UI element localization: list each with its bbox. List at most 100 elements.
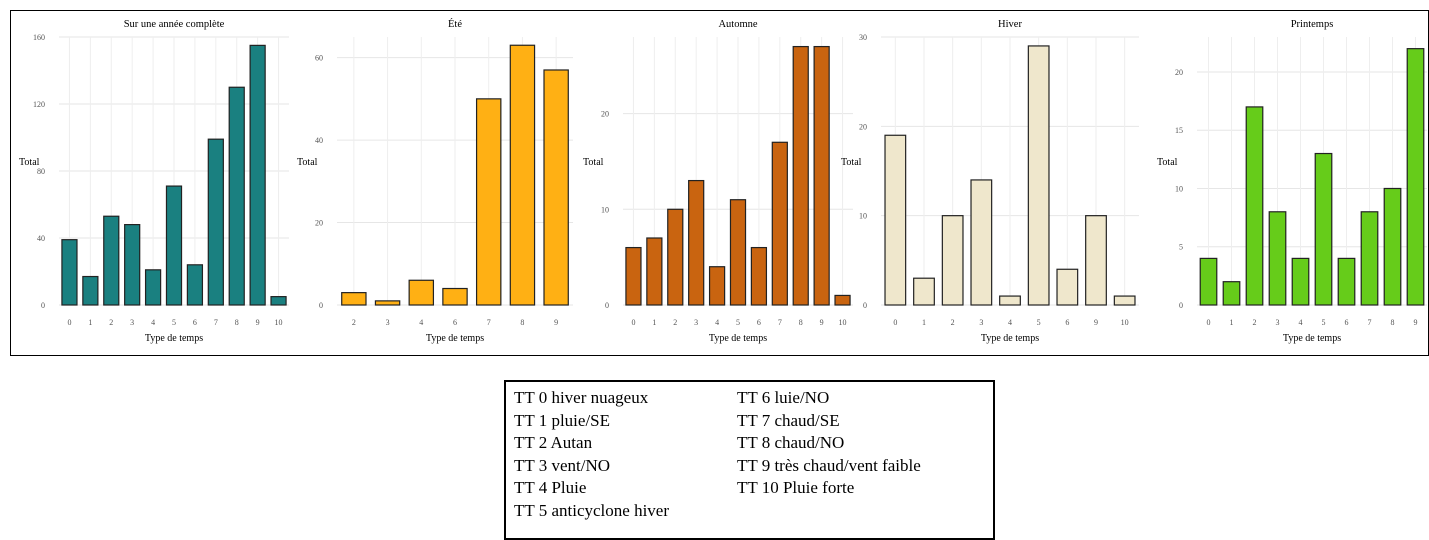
- bar-0-0: [61, 239, 78, 306]
- bar-1-3: [442, 287, 468, 306]
- legend-line-left-1: TT 1 pluie/SE: [514, 410, 611, 430]
- x-tick-label-0-6: 6: [193, 318, 197, 327]
- x-tick-label-3-5: 5: [1037, 318, 1041, 327]
- x-tick-label-0-1: 1: [88, 318, 92, 327]
- bar-0-3: [124, 224, 141, 306]
- x-tick-label-2-3: 3: [694, 318, 698, 327]
- x-axis-label-0: Type de temps: [145, 333, 203, 344]
- x-tick-label-1-5: 8: [520, 318, 524, 327]
- x-tick-label-4-8: 8: [1391, 318, 1395, 327]
- bar-2-3: [688, 179, 705, 306]
- y-tick-label-1-2: 40: [315, 136, 323, 145]
- bar-1-2: [408, 279, 435, 306]
- y-axis-label-3: Total: [841, 157, 862, 168]
- bar-2-2: [667, 208, 684, 306]
- legend-column-left: TT 0 hiver nuageux TT 1 pluie/SE TT 2 Auta…: [514, 387, 669, 522]
- x-tick-label-2-9: 9: [820, 318, 824, 327]
- bar-4-2: [1245, 106, 1264, 306]
- x-tick-label-0-4: 4: [151, 318, 155, 327]
- bar-1-1: [374, 300, 401, 306]
- chart-1: 0 20 40 60 2 3 4 6 7 8 9 Été Type de temps Total: [297, 18, 573, 344]
- y-tick-label-3-3: 30: [859, 33, 867, 42]
- chart-0: 0 40 80 120 160 0 1 2 3 4 5 6 7 8 9 10 Sur une année com…: [19, 19, 289, 344]
- x-axis-label-1: Type de temps: [426, 333, 484, 344]
- bar-3-3: [970, 179, 993, 306]
- x-tick-label-0-5: 5: [172, 318, 176, 327]
- bar-0-8: [228, 86, 245, 306]
- bar-3-5: [1027, 45, 1050, 306]
- bar-4-5: [1314, 152, 1333, 306]
- x-tick-label-1-2: 4: [419, 318, 423, 327]
- legend-line-left-3: TT 3 vent/NO: [514, 455, 611, 475]
- chart-3: 0 10 20 30 0 1 2 3 4 5 6 9 10 Hiver Type de temps Total: [841, 19, 1139, 344]
- x-tick-label-1-6: 9: [554, 318, 558, 327]
- x-tick-label-3-1: 1: [922, 318, 926, 327]
- x-tick-label-3-6: 6: [1065, 318, 1069, 327]
- y-tick-label-2-2: 20: [601, 110, 609, 119]
- bar-0-4: [144, 269, 162, 306]
- y-tick-label-0-1: 40: [37, 234, 45, 243]
- x-tick-label-2-7: 7: [778, 318, 782, 327]
- bar-2-6: [750, 246, 768, 306]
- x-tick-label-2-6: 6: [757, 318, 761, 327]
- chart-title-4: Printemps: [1291, 19, 1334, 30]
- x-axis-label-3: Type de temps: [981, 333, 1039, 344]
- bar-0-10: [270, 296, 287, 306]
- chart-title-0: Sur une année complète: [124, 19, 225, 30]
- bar-3-0: [884, 134, 907, 306]
- bar-4-9: [1406, 48, 1425, 306]
- legend-line-right-1: TT 7 chaud/SE: [737, 410, 840, 430]
- bar-4-4: [1291, 257, 1310, 306]
- bar-3-8: [1113, 295, 1136, 306]
- legend-line-left-5: TT 5 anticyclone hiver: [514, 500, 669, 520]
- y-tick-label-0-4: 160: [33, 33, 45, 42]
- x-tick-label-2-2: 2: [673, 318, 677, 327]
- bar-4-6: [1337, 257, 1356, 306]
- bar-4-8: [1383, 187, 1402, 306]
- x-tick-label-3-4: 4: [1008, 318, 1012, 327]
- y-tick-label-4-1: 5: [1179, 243, 1183, 252]
- x-tick-label-0-10: 10: [275, 318, 283, 327]
- bar-0-5: [165, 185, 183, 306]
- y-axis-label-2: Total: [583, 157, 604, 168]
- x-tick-label-3-8: 10: [1121, 318, 1129, 327]
- y-tick-label-4-4: 20: [1175, 68, 1183, 77]
- bar-0-2: [103, 215, 120, 306]
- x-tick-label-3-7: 9: [1094, 318, 1098, 327]
- x-tick-label-3-3: 3: [979, 318, 983, 327]
- bar-0-1: [82, 275, 99, 306]
- y-axis-label-1: Total: [297, 157, 318, 168]
- y-axis-label-4: Total: [1157, 157, 1178, 168]
- chart-title-3: Hiver: [998, 19, 1022, 30]
- bar-4-7: [1360, 211, 1379, 306]
- y-tick-label-2-0: 0: [605, 301, 609, 310]
- bar-1-4: [475, 98, 502, 306]
- x-tick-label-1-4: 7: [487, 318, 491, 327]
- x-tick-label-4-2: 2: [1253, 318, 1257, 327]
- weather-type-legend: TT 0 hiver nuageux TT 1 pluie/SE TT 2 Auta…: [504, 380, 995, 540]
- bar-4-0: [1199, 257, 1218, 306]
- x-axis-label-2: Type de temps: [709, 333, 767, 344]
- bar-3-2: [941, 215, 964, 306]
- legend-line-left-4: TT 4 Pluie: [514, 478, 587, 497]
- y-tick-label-0-2: 80: [37, 167, 45, 176]
- y-tick-label-4-0: 0: [1179, 301, 1183, 310]
- x-tick-label-3-0: 0: [893, 318, 897, 327]
- bar-2-5: [729, 199, 747, 306]
- x-tick-label-0-2: 2: [109, 318, 113, 327]
- bar-3-4: [999, 295, 1021, 306]
- bar-2-1: [646, 237, 663, 306]
- x-tick-label-1-1: 3: [386, 318, 390, 327]
- legend-line-right-0: TT 6 luie/NO: [737, 388, 830, 407]
- x-tick-label-2-8: 8: [799, 318, 803, 327]
- x-tick-label-4-7: 7: [1368, 318, 1372, 327]
- y-tick-label-2-1: 10: [601, 205, 609, 214]
- x-tick-label-4-4: 4: [1299, 318, 1303, 327]
- bar-2-10: [834, 294, 851, 306]
- x-tick-label-2-1: 1: [652, 318, 656, 327]
- legend-line-left-2: TT 2 Autan: [514, 433, 593, 452]
- bar-2-7: [771, 141, 788, 306]
- bar-3-6: [1056, 268, 1079, 306]
- y-tick-label-1-3: 60: [315, 54, 323, 63]
